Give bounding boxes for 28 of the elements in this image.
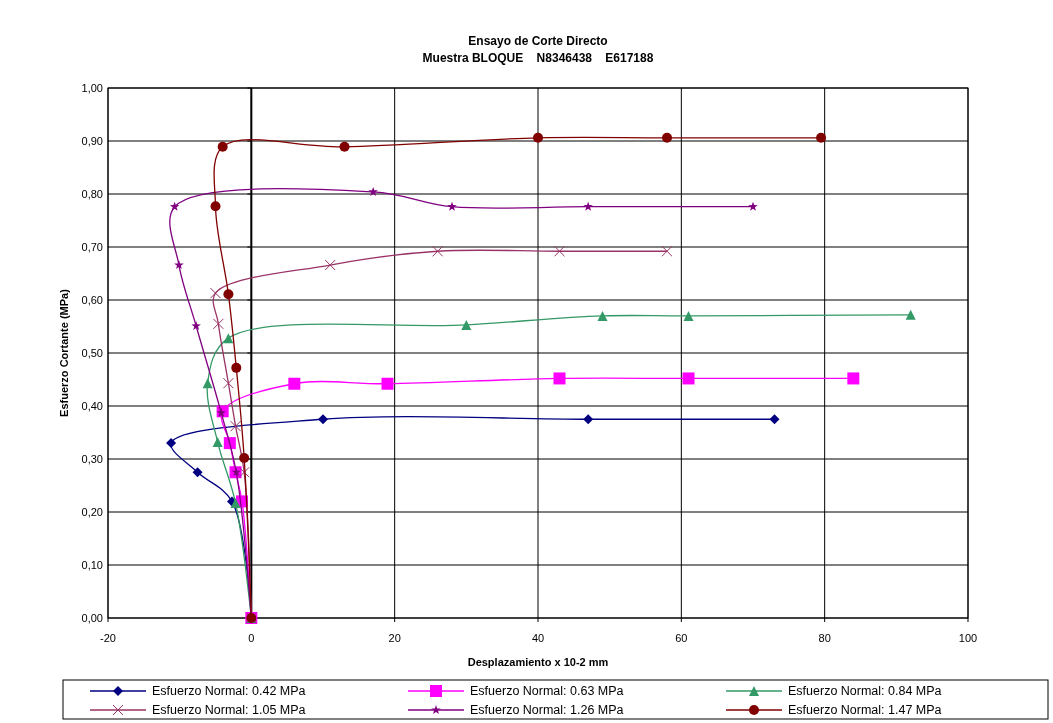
- y-tick-label: 0,50: [81, 347, 103, 359]
- x-tick-label: 100: [958, 632, 978, 644]
- chart-subtitle: Muestra BLOQUE N8346438 E617188: [422, 51, 654, 65]
- legend-label: Esfuerzo Normal: 0.84 MPa: [788, 684, 942, 698]
- x-tick-label: 20: [388, 632, 401, 644]
- x-tick-label: -20: [100, 632, 116, 644]
- y-tick-label: 0,20: [81, 506, 103, 518]
- y-tick-label: 1,00: [81, 82, 103, 94]
- legend-label: Esfuerzo Normal: 1.05 MPa: [152, 703, 306, 717]
- y-tick-label: 0,60: [81, 294, 103, 306]
- x-tick-label: 0: [248, 632, 255, 644]
- x-tick-label: 60: [675, 632, 688, 644]
- y-tick-label: 0,90: [81, 135, 103, 147]
- y-axis-title: Esfuerzo Cortante (MPa): [58, 288, 70, 417]
- legend-label: Esfuerzo Normal: 1.26 MPa: [470, 703, 624, 717]
- y-tick-label: 0,30: [81, 453, 103, 465]
- x-tick-label: 40: [531, 632, 545, 644]
- y-tick-label: 0,70: [81, 241, 103, 253]
- y-tick-label: 0,00: [81, 612, 103, 624]
- y-tick-label: 0,10: [81, 559, 103, 571]
- chart-title: Ensayo de Corte Directo: [468, 34, 608, 48]
- legend-label: Esfuerzo Normal: 0.42 MPa: [152, 684, 306, 698]
- legend-label: Esfuerzo Normal: 1.47 MPa: [788, 703, 942, 717]
- y-tick-label: 0,40: [81, 400, 103, 412]
- legend-label: Esfuerzo Normal: 0.63 MPa: [470, 684, 624, 698]
- x-axis-title: Desplazamiento x 10-2 mm: [467, 656, 609, 668]
- x-tick-label: 80: [818, 632, 831, 644]
- y-tick-label: 0,80: [81, 188, 103, 200]
